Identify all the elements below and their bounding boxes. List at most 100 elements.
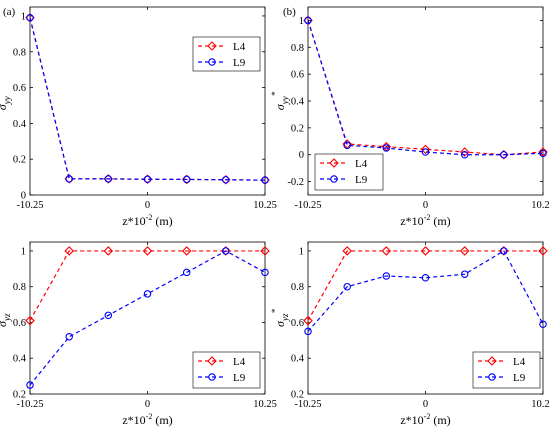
data-point-L4 bbox=[260, 246, 270, 256]
y-axis-label: σyz* bbox=[0, 309, 12, 327]
y-tick-label: 1 bbox=[21, 11, 26, 22]
series-line-L4 bbox=[307, 250, 543, 321]
y-tick-label: 1 bbox=[21, 246, 26, 257]
legend-label-L4: L4 bbox=[355, 158, 368, 170]
y-tick-label: -0.2 bbox=[287, 177, 304, 188]
x-tick-label: 10.25 bbox=[531, 399, 550, 410]
legend-label-L9: L9 bbox=[355, 174, 368, 186]
y-tick-label: 0.8 bbox=[291, 282, 304, 293]
y-tick-label: 0.4 bbox=[291, 97, 305, 108]
data-point-L9 bbox=[539, 320, 547, 329]
data-point-L9 bbox=[382, 272, 391, 280]
data-point-L9 bbox=[460, 150, 469, 159]
data-point-L9 bbox=[261, 268, 269, 277]
x-tick-label: -10.25 bbox=[294, 399, 321, 410]
legend-marker-L4 bbox=[487, 356, 497, 366]
chart-panel-3: -10.25 0 10.25 0.2 0.4 0.6 0.8 1 z*10-2 (m) σyz* L… bbox=[270, 241, 550, 427]
data-point-L9 bbox=[421, 148, 430, 156]
y-tick-label: 0.6 bbox=[291, 318, 304, 329]
data-point-L4 bbox=[420, 246, 431, 256]
legend-marker-L9 bbox=[330, 175, 338, 183]
chart-panel-1: (b) -10.25 0 10.25 -0.2 0 0.2 0.4 0.6 0.8 1 z*10-2 … bbox=[270, 6, 550, 228]
legend-box bbox=[472, 351, 541, 389]
legend-label-L9: L9 bbox=[513, 372, 526, 384]
chart-panel-2: -10.25 0 10.25 0.2 0.4 0.6 0.8 1 z*10-2 (m) σyz* L… bbox=[0, 241, 277, 427]
y-tick-label: 0.6 bbox=[13, 83, 26, 94]
y-axis-label: σyy* bbox=[0, 91, 12, 110]
data-point-L9 bbox=[343, 282, 351, 291]
panel-label: (a) bbox=[3, 6, 16, 18]
legend-marker-L4 bbox=[207, 41, 217, 51]
legend-box bbox=[192, 351, 261, 389]
y-tick-label: 0.8 bbox=[13, 282, 26, 293]
data-point-L9 bbox=[104, 311, 113, 320]
x-tick-label: 10.25 bbox=[531, 200, 550, 211]
x-tick-label: -10.25 bbox=[16, 399, 43, 410]
data-point-L9 bbox=[182, 268, 191, 277]
data-point-L9 bbox=[304, 16, 312, 25]
data-point-L9 bbox=[104, 175, 113, 183]
legend-marker-L9 bbox=[208, 373, 216, 381]
data-point-L9 bbox=[65, 333, 73, 341]
data-point-L9 bbox=[304, 327, 312, 336]
legend-label-L9: L9 bbox=[233, 57, 246, 69]
data-point-L9 bbox=[65, 175, 73, 183]
y-tick-label: 0.4 bbox=[291, 354, 305, 365]
y-tick-label: 0.8 bbox=[13, 47, 26, 58]
data-point-L9 bbox=[500, 247, 508, 255]
data-point-L4 bbox=[459, 246, 470, 256]
legend-box bbox=[192, 36, 261, 72]
data-point-L4 bbox=[103, 246, 114, 256]
y-tick-label: 0.6 bbox=[291, 70, 304, 81]
data-point-L9 bbox=[261, 176, 269, 184]
series-line-L9 bbox=[29, 17, 266, 181]
legend-marker-L9 bbox=[488, 373, 496, 381]
y-axis-label: σyz* bbox=[270, 309, 290, 327]
y-tick-label: 1 bbox=[299, 246, 304, 257]
x-axis-label: z*10-2 (m) bbox=[122, 213, 172, 228]
legend-label-L4: L4 bbox=[233, 41, 246, 53]
legend-marker-L4 bbox=[207, 356, 217, 366]
data-point-L4 bbox=[142, 246, 153, 256]
data-point-L9 bbox=[143, 175, 152, 183]
x-tick-label: 0 bbox=[145, 399, 150, 410]
data-point-L9 bbox=[500, 150, 508, 159]
series-line-L9 bbox=[307, 20, 544, 156]
y-tick-label: 0.6 bbox=[13, 318, 26, 329]
y-tick-label: 0 bbox=[299, 150, 304, 161]
x-tick-label: 0 bbox=[423, 399, 428, 410]
y-tick-label: 0.2 bbox=[13, 390, 26, 401]
x-tick-label: 0 bbox=[145, 200, 150, 211]
data-point-L9 bbox=[222, 176, 230, 184]
series-line-L9 bbox=[29, 250, 266, 386]
data-point-L4 bbox=[381, 246, 392, 256]
y-axis-label: σyy* bbox=[270, 91, 290, 110]
legend-marker-L9 bbox=[208, 58, 216, 66]
y-tick-label: 0.2 bbox=[291, 123, 304, 134]
plot-frame bbox=[29, 6, 266, 196]
series-line-L4 bbox=[29, 250, 265, 321]
x-tick-label: 10.25 bbox=[253, 200, 277, 211]
series-line-L9 bbox=[307, 250, 544, 332]
panel-label: (b) bbox=[283, 6, 296, 18]
x-axis-label: z*10-2 (m) bbox=[400, 412, 450, 427]
legend-label-L4: L4 bbox=[513, 356, 526, 368]
y-tick-label: 0.2 bbox=[291, 390, 304, 401]
data-point-L9 bbox=[26, 381, 34, 389]
y-tick-label: 0.8 bbox=[291, 43, 304, 54]
data-point-L4 bbox=[25, 315, 35, 326]
data-point-L4 bbox=[459, 147, 470, 157]
data-point-L4 bbox=[342, 246, 352, 256]
y-tick-label: 0 bbox=[21, 191, 26, 202]
legend-box bbox=[314, 153, 384, 191]
y-tick-label: 1 bbox=[299, 16, 304, 27]
data-point-L9 bbox=[539, 149, 547, 158]
y-tick-label: 0.4 bbox=[13, 354, 27, 365]
data-point-L9 bbox=[26, 13, 34, 22]
